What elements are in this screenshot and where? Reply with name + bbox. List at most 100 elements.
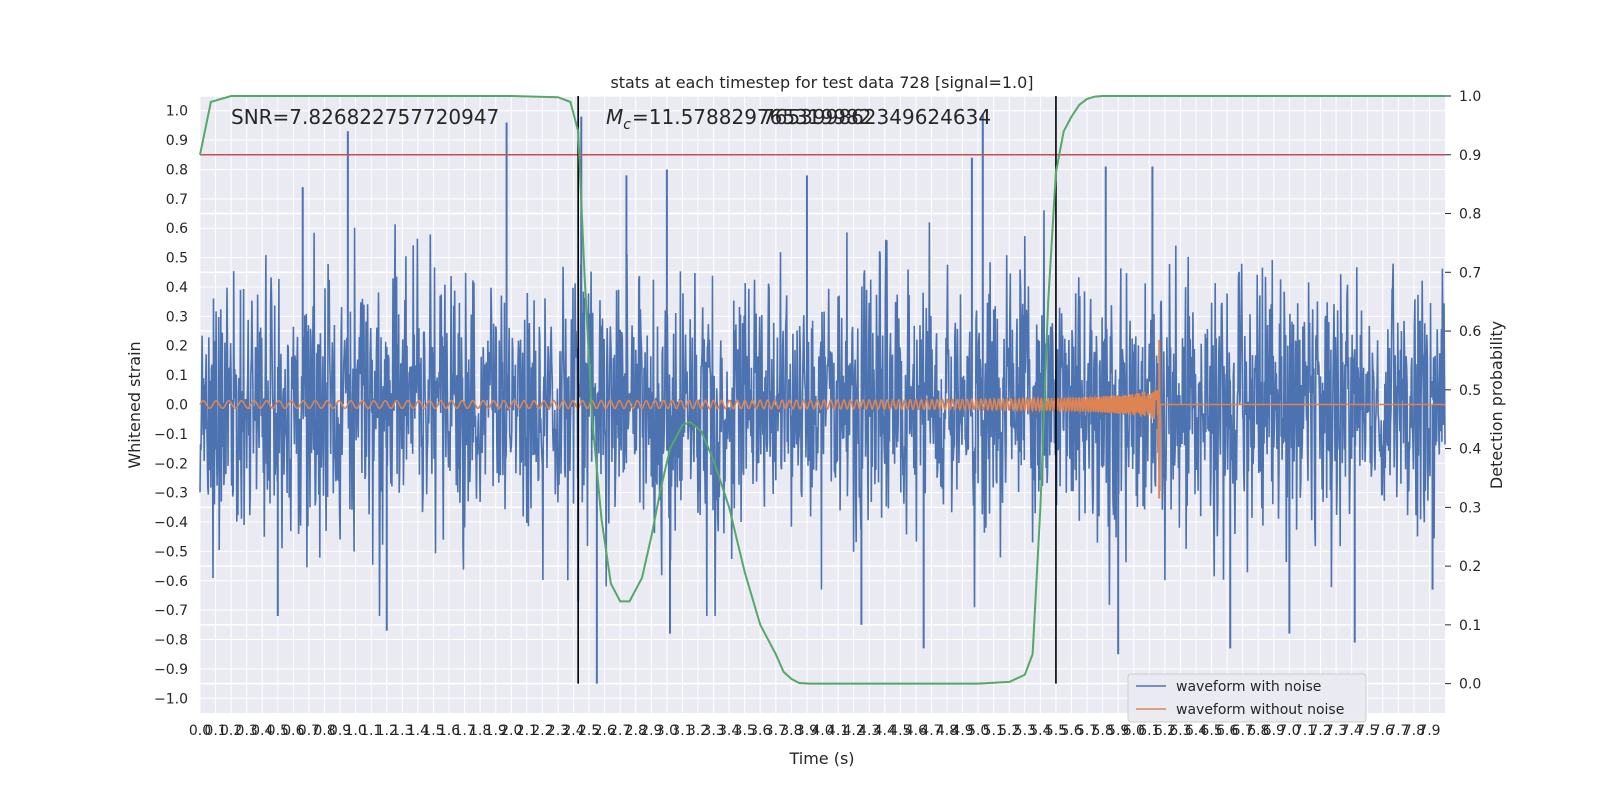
- x-tick-label: 0.4: [251, 723, 273, 739]
- y-tick-label: 0.5: [166, 251, 188, 267]
- x-tick-label: 5.8: [1091, 723, 1113, 739]
- x-tick-label: 4.1: [827, 723, 849, 739]
- y-tick-label: 0.0: [166, 398, 188, 414]
- x-tick-label: 6.7: [1232, 723, 1254, 739]
- x-tick-label: 5.7: [1076, 723, 1098, 739]
- y-tick-label: −0.4: [154, 515, 188, 531]
- y2-tick-label: 0.8: [1459, 207, 1481, 223]
- x-tick-label: 6.9: [1263, 723, 1285, 739]
- x-tick-label: 4.3: [858, 723, 880, 739]
- chirp-mass-annotation: Mc =11.578829765319982 76539986234962463…: [606, 105, 991, 133]
- y2-tick-label: 0.0: [1459, 677, 1481, 693]
- x-tick-label: 1.6: [438, 723, 460, 739]
- y-tick-label: 0.9: [166, 133, 188, 149]
- x-tick-label: 1.3: [391, 723, 413, 739]
- x-tick-label: 5.1: [983, 723, 1005, 739]
- legend: waveform with noise waveform without noi…: [1127, 673, 1367, 723]
- x-tick-label: 7.0: [1278, 723, 1300, 739]
- y2-axis-ticks: 1.0 0.9 0.8 0.7 0.6 0.5 0.4 0.3 0.2 0.1 0.0: [1445, 89, 1481, 693]
- x-tick-label: 2.5: [578, 723, 600, 739]
- y2-tick-label: 0.6: [1459, 324, 1481, 340]
- x-tick-label: 5.9: [1107, 723, 1129, 739]
- x-tick-label: 3.2: [687, 723, 709, 739]
- y-tick-label: 1.0: [166, 104, 188, 120]
- x-tick-label: 3.3: [702, 723, 724, 739]
- x-tick-label: 0.2: [220, 723, 242, 739]
- x-tick-label: 7.8: [1403, 723, 1425, 739]
- x-tick-label: 6.6: [1216, 723, 1238, 739]
- x-tick-label: 1.8: [469, 723, 491, 739]
- chirp-mass-subscript: c: [623, 117, 631, 133]
- x-tick-label: 6.8: [1247, 723, 1269, 739]
- x-tick-label: 2.1: [516, 723, 538, 739]
- x-tick-label: 3.0: [656, 723, 678, 739]
- x-tick-label: 5.0: [967, 723, 989, 739]
- y-tick-label: 0.8: [166, 162, 188, 178]
- y-tick-label: −0.5: [154, 544, 188, 560]
- y2-tick-label: 1.0: [1459, 89, 1481, 105]
- x-tick-label: 0.8: [313, 723, 335, 739]
- x-tick-label: 4.6: [905, 723, 927, 739]
- y-tick-label: −1.0: [154, 691, 188, 707]
- waveform-without-noise-series: [199, 339, 1445, 499]
- x-tick-label: 1.2: [376, 723, 398, 739]
- x-tick-label: 3.9: [796, 723, 818, 739]
- x-tick-label: 7.6: [1372, 723, 1394, 739]
- chirp-mass-letter: M: [606, 105, 623, 129]
- x-tick-label: 3.8: [780, 723, 802, 739]
- x-tick-label: 0.3: [236, 723, 258, 739]
- x-tick-label: 1.9: [485, 723, 507, 739]
- y-tick-label: −0.3: [154, 486, 188, 502]
- x-tick-label: 6.5: [1200, 723, 1222, 739]
- x-tick-label: 5.5: [1045, 723, 1067, 739]
- y2-tick-label: 0.2: [1459, 559, 1481, 575]
- x-tick-label: 0.9: [329, 723, 351, 739]
- x-tick-label: 0.5: [267, 723, 289, 739]
- y-tick-label: −0.8: [154, 633, 188, 649]
- x-tick-label: 6.2: [1154, 723, 1176, 739]
- x-tick-label: 1.1: [360, 723, 382, 739]
- x-tick-label: 2.4: [562, 723, 584, 739]
- x-tick-label: 7.9: [1418, 723, 1440, 739]
- x-tick-label: 7.5: [1356, 723, 1378, 739]
- y-tick-label: 0.7: [166, 192, 188, 208]
- overlay-lines: [200, 96, 1445, 684]
- x-tick-label: 4.0: [811, 723, 833, 739]
- x-tick-label: 0.0: [189, 723, 211, 739]
- y2-tick-label: 0.9: [1459, 148, 1481, 164]
- snr-annotation: SNR=7.826822757720947: [231, 105, 499, 129]
- x-tick-label: 1.4: [407, 723, 429, 739]
- legend-label-noise: waveform with noise: [1176, 679, 1321, 695]
- x-tick-label: 0.7: [298, 723, 320, 739]
- x-tick-label: 2.6: [593, 723, 615, 739]
- waveform-with-noise-series: [199, 113, 1446, 684]
- x-tick-label: 2.0: [500, 723, 522, 739]
- x-tick-label: 4.8: [936, 723, 958, 739]
- x-tick-label: 4.5: [889, 723, 911, 739]
- y-tick-label: 0.6: [166, 221, 188, 237]
- legend-box: [1127, 673, 1367, 723]
- x-tick-label: 2.9: [640, 723, 662, 739]
- x-axis-ticks: 0.00.10.20.30.40.50.60.70.80.91.01.11.21…: [189, 723, 1441, 739]
- x-tick-label: 1.0: [344, 723, 366, 739]
- y-tick-label: 0.3: [166, 309, 188, 325]
- probability-trace: [199, 95, 1445, 685]
- x-tick-label: 5.3: [1014, 723, 1036, 739]
- y2-tick-label: 0.7: [1459, 265, 1481, 281]
- x-tick-label: 6.0: [1123, 723, 1145, 739]
- x-tick-label: 5.4: [1029, 723, 1051, 739]
- y2-tick-label: 0.5: [1459, 383, 1481, 399]
- x-tick-label: 7.2: [1309, 723, 1331, 739]
- x-tick-label: 2.7: [609, 723, 631, 739]
- legend-label-clean: waveform without noise: [1176, 702, 1344, 718]
- clean-trace: [199, 351, 1445, 492]
- noise-trace: [199, 210, 1446, 617]
- y2-tick-label: 0.1: [1459, 618, 1481, 634]
- x-tick-label: 2.3: [547, 723, 569, 739]
- x-tick-label: 3.4: [718, 723, 740, 739]
- chirp-mass-overlap-text: 765399862349624634: [762, 105, 991, 129]
- x-tick-label: 3.7: [765, 723, 787, 739]
- y-tick-label: 0.4: [166, 280, 188, 296]
- y2-axis-label: Detection probability: [1487, 321, 1506, 489]
